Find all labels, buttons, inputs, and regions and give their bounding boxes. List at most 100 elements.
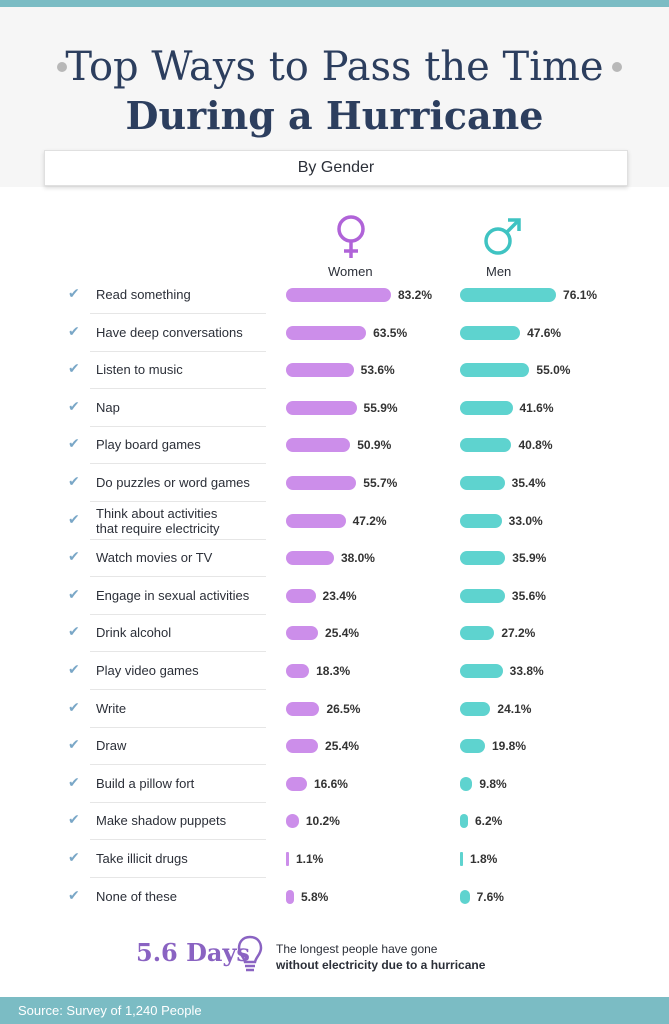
women-bar [286,400,357,415]
chart-row: ✔ Play video games 18.3% 33.8% [0,652,669,690]
chart-row: ✔ Take illicit drugs 1.1% 1.8% [0,840,669,878]
chart-row: ✔ Build a pillow fort 16.6% 9.8% [0,765,669,803]
women-bar [286,776,307,791]
men-bar [460,889,470,904]
category-label: Write [96,700,127,716]
women-value-label: 18.3% [316,664,351,678]
source-bar [0,997,669,1024]
checkmark-icon: ✔ [68,474,80,490]
chart-row: ✔ Think about activities that require elec… [0,502,669,540]
women-value-label: 50.9% [357,438,392,453]
chart-row: ✔ Have deep conversations 63.5% 47.6% [0,314,669,352]
row-separator [90,576,266,578]
checkmark-icon: ✔ [68,699,80,716]
men-value-label: 19.8% [491,739,527,754]
men-value-label: 76.1% [563,288,598,302]
men-value-label: 33.0% [508,513,543,528]
top-accent-bar [0,0,669,7]
page-title-line2: During a Hurricane [125,93,544,138]
men-value-label: 1.8% [470,852,498,866]
chart-row: ✔ Draw 25.4% 19.8% [0,727,669,766]
men-value-label: 6.2% [475,814,503,829]
category-label: Nap [96,399,120,415]
chart-row: ✔ Read something 83.2% 76.1% [0,276,669,314]
checkmark-icon: ✔ [68,286,80,302]
row-separator [90,726,266,728]
women-value-label: 23.4% [322,588,357,603]
women-value-label: 38.0% [340,551,375,566]
men-value-label: 9.8% [479,776,507,791]
chart-row: ✔ Make shadow puppets 10.2% 6.2% [0,802,669,841]
women-value-label: 47.2% [352,513,387,528]
checkmark-icon: ✔ [68,850,80,866]
checkmark-icon: ✔ [68,586,80,603]
men-value-label: 27.2% [501,626,536,641]
category-label: Listen to music [96,362,183,378]
row-separator [90,463,266,465]
row-separator [90,613,266,615]
checkmark-icon: ✔ [68,549,80,566]
row-separator [90,651,266,653]
men-bar [460,626,495,641]
women-value-label: 53.6% [360,363,395,378]
category-label: Have deep conversations [96,324,243,340]
women-value-label: 5.8% [301,889,329,904]
men-bar [460,325,521,340]
chart-row: ✔ None of these 5.8% 7.6% [0,878,669,916]
row-separator [90,689,266,690]
category-label: Do puzzles or word games [96,475,250,490]
women-value-label: 63.5% [373,325,408,340]
women-bar [286,814,299,829]
row-separator [90,538,266,540]
checkmark-icon: ✔ [68,737,80,754]
category-label: Watch movies or TV [96,550,213,566]
footer-text-line2: without electricity due to a hurricane [276,958,486,972]
male-symbol-icon [484,218,521,255]
page-title: Top Ways to Pass the Time [65,44,604,90]
men-value-label: 7.6% [476,889,504,904]
men-bar [460,664,503,678]
row-separator [90,388,266,390]
category-label: Play board games [96,437,201,453]
checkmark-icon: ✔ [68,323,80,340]
row-separator [90,425,266,427]
women-bar [286,288,391,302]
category-label: Take illicit drugs [96,851,188,866]
women-value-label: 10.2% [305,814,340,829]
women-value-label: 25.4% [325,626,360,641]
women-bar [286,513,346,528]
chart-row: ✔ Nap 55.9% 41.6% [0,389,669,427]
chart-row: ✔ Play board games 50.9% 40.8% [0,426,669,465]
checkmark-icon: ✔ [68,361,80,378]
men-value-label: 35.9% [512,551,547,566]
women-value-label: 55.9% [363,400,398,415]
checkmark-icon: ✔ [68,887,80,904]
men-bar [460,551,506,566]
men-bar [460,852,463,866]
female-symbol-icon [337,215,365,258]
women-bar [286,852,289,866]
category-label: Think about activities that require elect… [96,505,220,536]
category-label: Make shadow puppets [96,813,227,829]
lightbulb-icon [237,935,263,972]
women-bar [286,551,334,566]
women-bar [286,739,319,754]
row-separator [90,801,266,803]
women-value-label: 55.7% [363,476,398,490]
checkmark-icon: ✔ [68,774,80,791]
row-separator [90,313,266,314]
source-text: Source: Survey of 1,240 People [18,1003,202,1018]
women-bar [286,701,320,716]
women-bar [286,325,367,340]
category-label: Engage in sexual activities [96,587,250,603]
category-label: None of these [96,888,177,904]
row-separator [90,501,266,502]
chart-row: ✔ Listen to music 53.6% 55.0% [0,351,669,390]
women-bar [286,363,354,378]
row-separator [90,877,266,878]
chart-row: ✔ Write 26.5% 24.1% [0,690,669,728]
men-value-label: 40.8% [518,438,553,453]
men-bar [460,400,513,415]
women-value-label: 25.4% [325,739,360,754]
category-label: Play video games [96,663,199,678]
